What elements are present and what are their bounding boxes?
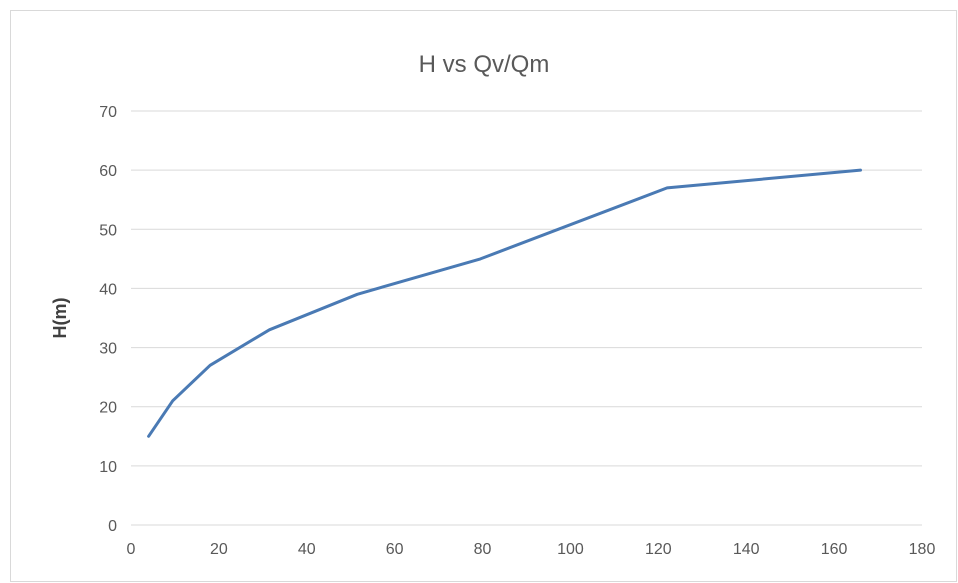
x-axis-ticks: 0 20 40 60 80 100 120 140 160 180 xyxy=(127,541,936,558)
chart-title: H vs Qv/Qm xyxy=(419,51,550,78)
x-tick-label: 160 xyxy=(821,541,848,558)
series-line xyxy=(147,168,862,438)
y-tick-label: 70 xyxy=(99,104,117,121)
y-tick-label: 60 xyxy=(99,163,117,180)
x-tick-label: 180 xyxy=(909,541,936,558)
y-tick-label: 50 xyxy=(99,222,117,239)
series-group xyxy=(147,168,862,438)
x-tick-label: 40 xyxy=(298,541,316,558)
x-tick-label: 120 xyxy=(645,541,672,558)
chart-frame xyxy=(10,10,957,582)
y-axis-ticks: 0 10 20 30 40 50 60 70 xyxy=(99,104,117,535)
gridlines xyxy=(131,110,922,526)
x-tick-label: 0 xyxy=(127,541,136,558)
y-tick-label: 0 xyxy=(108,518,117,535)
y-tick-label: 30 xyxy=(99,341,117,358)
x-tick-label: 20 xyxy=(210,541,228,558)
y-tick-label: 10 xyxy=(99,459,117,476)
y-tick-label: 40 xyxy=(99,281,117,298)
x-tick-label: 80 xyxy=(474,541,492,558)
y-axis-label: H(m) xyxy=(50,298,70,339)
x-tick-label: 60 xyxy=(386,541,404,558)
x-tick-label: 140 xyxy=(733,541,760,558)
x-tick-label: 100 xyxy=(557,541,584,558)
y-tick-label: 20 xyxy=(99,400,117,417)
